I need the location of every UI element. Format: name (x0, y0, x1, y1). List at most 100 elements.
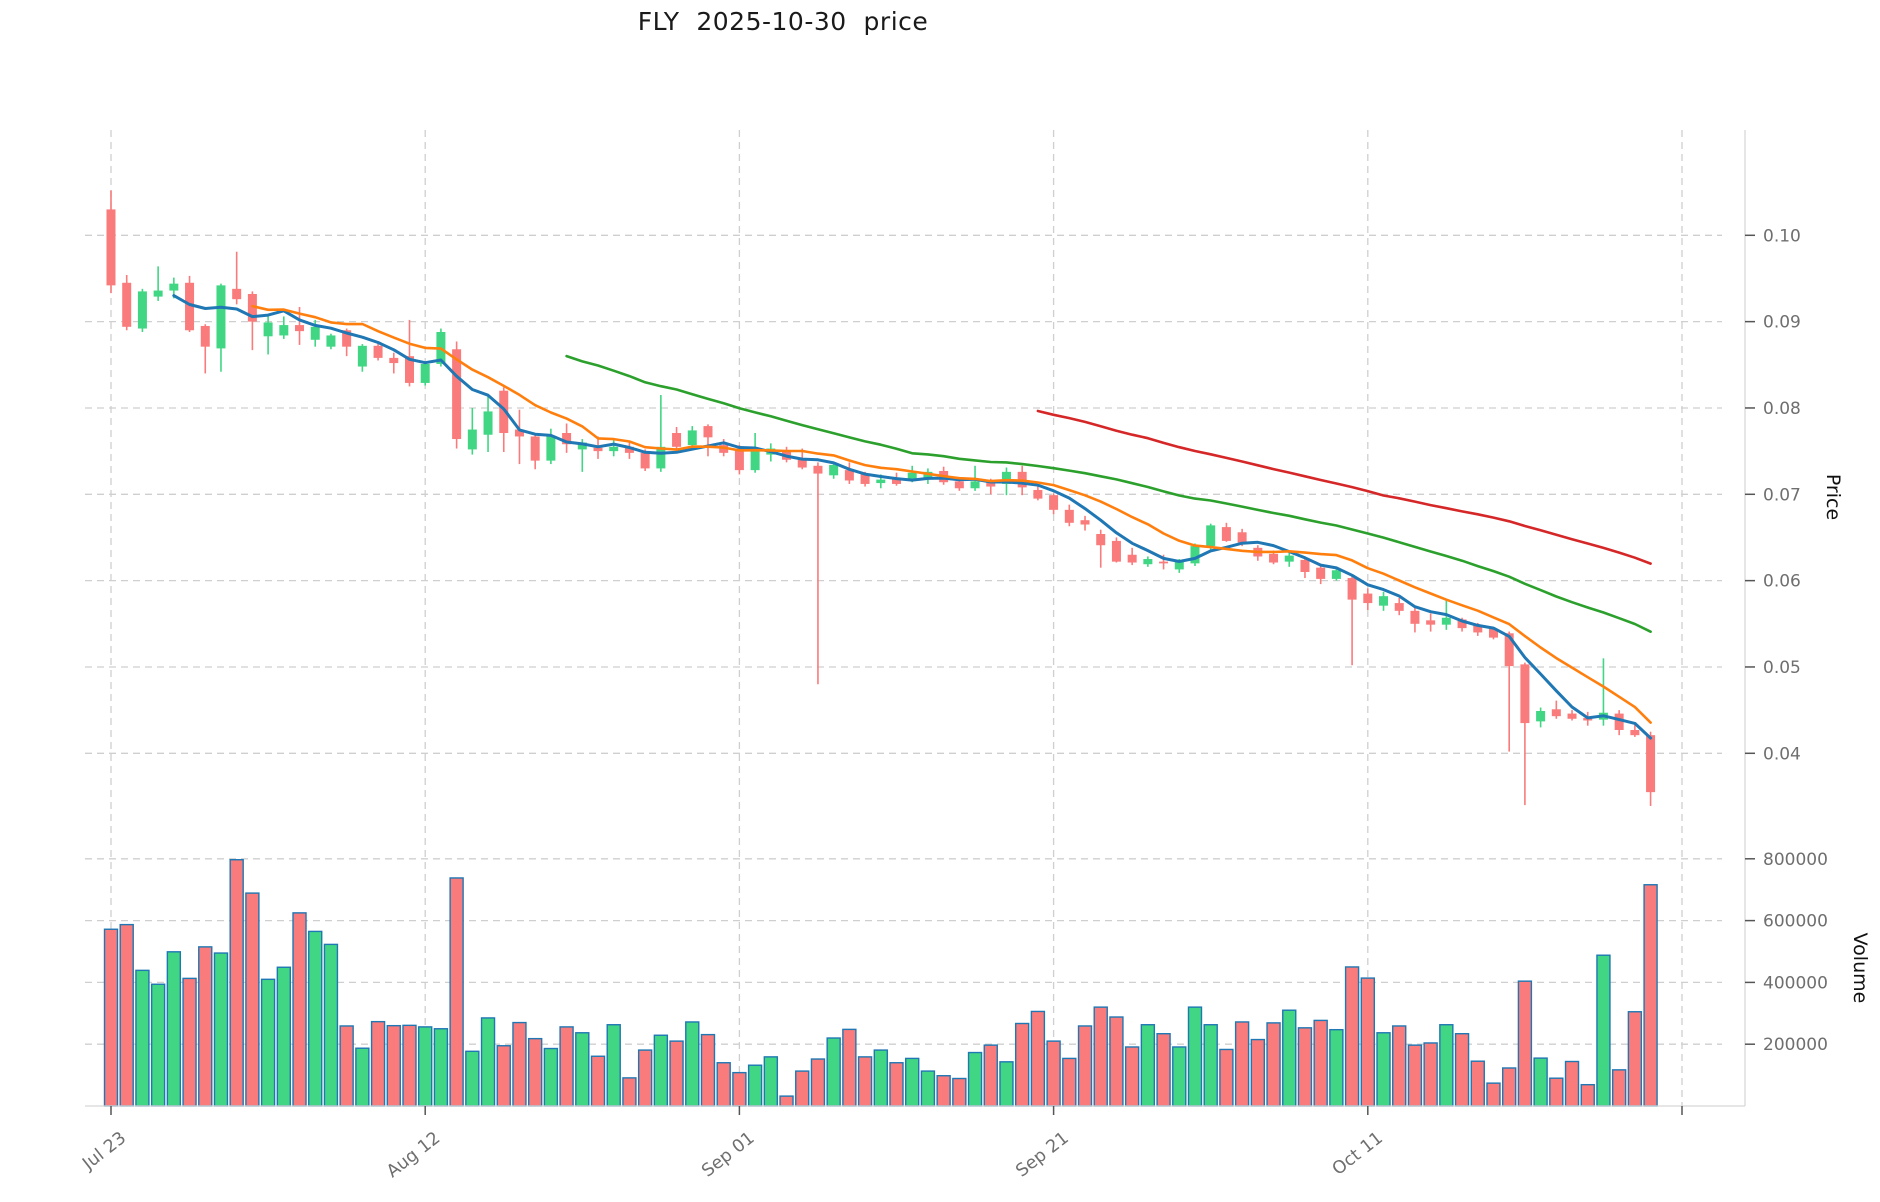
candle-body (499, 390, 509, 434)
candle-body (1080, 520, 1090, 525)
volume-bar (1046, 1040, 1061, 1107)
candle-body (483, 411, 493, 435)
candle-body (263, 322, 273, 337)
volume-bar (1266, 1022, 1281, 1107)
volume-bar (339, 1025, 354, 1107)
volume-bar (1313, 1019, 1328, 1107)
candle-body (514, 429, 524, 437)
volume-bar (276, 966, 292, 1107)
candle-body (232, 288, 242, 300)
candle-body (624, 446, 634, 453)
candle-body (1347, 578, 1357, 600)
volume-bar (150, 983, 166, 1107)
candle-body (1567, 713, 1577, 719)
volume-tick-label: 400000 (1763, 973, 1828, 993)
volume-bar (795, 1070, 810, 1107)
volume-bar (1580, 1083, 1595, 1107)
candle-body (342, 330, 352, 347)
volume-bar (1156, 1032, 1171, 1107)
volume-bar (1501, 1067, 1517, 1107)
volume-bar (590, 1055, 606, 1107)
volume-bar (182, 977, 197, 1107)
candle-body (546, 435, 556, 461)
date-tick-label: Sep 01 (698, 1128, 758, 1181)
date-tick-label: Sep 21 (1012, 1128, 1072, 1181)
volume-bar (1611, 1069, 1627, 1107)
candle-body (1363, 593, 1373, 604)
volume-tick-label: 200000 (1763, 1035, 1828, 1055)
volume-bar (622, 1077, 637, 1107)
ma30-line (565, 354, 1652, 634)
candle-body (1473, 624, 1483, 633)
candle-body (1237, 532, 1247, 543)
volume-bar (480, 1017, 496, 1107)
volume-bar (1643, 884, 1658, 1107)
volume-bar (465, 1050, 480, 1107)
candle-body (122, 282, 132, 327)
candle-body (373, 345, 383, 358)
candle-body (1300, 559, 1310, 572)
volume-bar (700, 1033, 716, 1107)
candle-body (954, 481, 964, 489)
candle-body (687, 430, 697, 446)
volume-bar (920, 1070, 936, 1107)
candle-body (1630, 729, 1640, 736)
volume-bar (198, 946, 213, 1107)
volume-bar (229, 859, 244, 1107)
volume-bar (308, 930, 323, 1107)
candle-body (1174, 560, 1184, 570)
candle-body (467, 429, 477, 450)
candle-body (844, 470, 854, 481)
volume-bar (747, 1064, 763, 1107)
volume-bar (763, 1056, 779, 1107)
price-tick-label: 0.05 (1763, 658, 1801, 678)
candle-body (703, 426, 713, 438)
candle-body (1206, 525, 1216, 547)
volume-bar (779, 1095, 794, 1107)
candle-body (1221, 527, 1231, 541)
volume-bar (1627, 1011, 1643, 1107)
volume-bar (1172, 1046, 1187, 1107)
price-tick-label: 0.09 (1763, 313, 1801, 333)
candle-body (153, 290, 163, 297)
date-tick-label: Jul 23 (78, 1128, 130, 1175)
candle-body (200, 325, 210, 347)
volume-bar (1014, 1022, 1030, 1107)
candle-body (1143, 559, 1153, 565)
candle-body (1064, 509, 1074, 523)
volume-bar (1439, 1024, 1454, 1107)
volume-bar (418, 1026, 433, 1107)
candlesticks-layer (106, 190, 1656, 806)
volume-bar (323, 943, 339, 1107)
volume-bar (1297, 1027, 1313, 1107)
ma10-line (251, 304, 1652, 724)
candle-body (169, 283, 179, 291)
moving-averages-layer (172, 294, 1653, 740)
candle-body (986, 481, 996, 487)
volume-bar (873, 1049, 888, 1107)
date-tick-label: Oct 11 (1329, 1128, 1387, 1180)
volume-bar (370, 1020, 386, 1107)
candle-body (1379, 596, 1389, 606)
volume-bar (1392, 1025, 1407, 1107)
candle-body (137, 291, 147, 329)
candle-body (640, 452, 650, 469)
candle-body (1033, 489, 1043, 499)
volume-bar (1093, 1006, 1108, 1107)
candle-body (1096, 534, 1106, 546)
candle-body (813, 465, 823, 474)
volume-bar (810, 1058, 826, 1107)
candle-body (404, 356, 414, 383)
candle-body (892, 478, 901, 484)
candle-body (1426, 620, 1436, 625)
candle-body (452, 349, 462, 440)
candle-body (1551, 709, 1561, 717)
volume-bar (1329, 1028, 1344, 1107)
volume-bar (386, 1024, 401, 1107)
volume-bar (433, 1028, 449, 1107)
price-tick-label: 0.04 (1763, 744, 1801, 764)
candle-body (357, 345, 367, 367)
candle-body (609, 446, 619, 452)
